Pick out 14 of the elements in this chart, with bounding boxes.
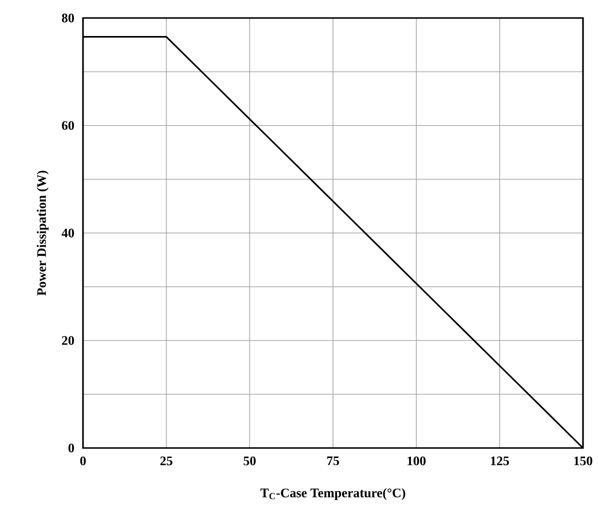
y-tick-label: 40: [62, 228, 74, 238]
x-tick-label: 25: [160, 456, 172, 466]
x-tick-label: 50: [244, 456, 256, 466]
y-tick-label: 60: [62, 121, 74, 130]
x-tick-label: 75: [327, 456, 340, 466]
x-tick-label: 0: [80, 456, 86, 466]
y-tick-label: 0: [68, 444, 74, 452]
x-tick-label: 100: [408, 456, 426, 466]
y-tick-label: 20: [62, 336, 74, 345]
y-axis-title: Power Dissipation (W): [36, 170, 49, 296]
x-tick-label: 150: [574, 456, 592, 466]
x-axis-title: T$_{C}$-Case Temperature(°C): [260, 488, 406, 500]
y-tick-label: 80: [62, 14, 74, 22]
x-tick-label: 125: [490, 456, 509, 466]
